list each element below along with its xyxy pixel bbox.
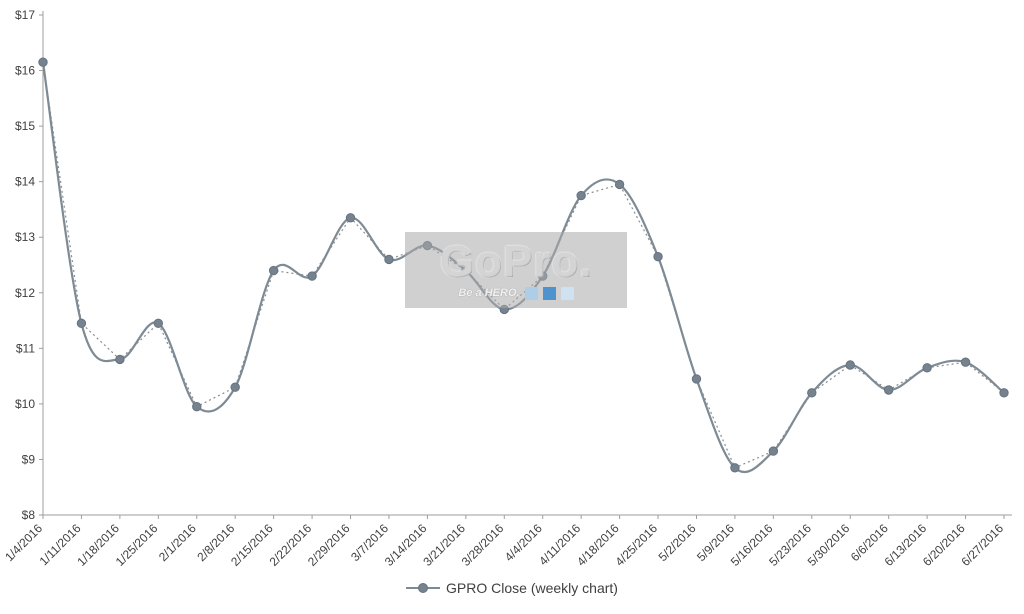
data-point-marker — [115, 354, 125, 365]
data-point-marker — [691, 374, 702, 384]
y-axis-label: $10 — [15, 397, 35, 411]
y-axis-label: $17 — [15, 8, 35, 22]
data-point-marker — [845, 360, 855, 370]
data-point-marker — [960, 357, 971, 367]
x-axis-label: 5/30/2016 — [805, 521, 853, 569]
data-point-marker — [230, 382, 240, 392]
series-line-smooth — [41, 61, 1006, 474]
data-point-marker — [422, 240, 433, 251]
data-point-marker — [38, 57, 48, 67]
y-axis-label: $14 — [15, 175, 35, 189]
data-point-marker — [384, 254, 394, 265]
data-point-marker — [807, 388, 817, 398]
x-axis-label: 2/29/2016 — [305, 521, 353, 569]
data-point-marker — [153, 318, 164, 329]
chart-legend: GPRO Close (weekly chart) — [0, 580, 1024, 596]
x-axis-label: 6/27/2016 — [958, 521, 1006, 569]
data-point-marker — [883, 385, 894, 395]
y-axis-label: $13 — [15, 230, 35, 244]
x-axis-label: 1/25/2016 — [113, 521, 161, 569]
y-axis-label: $12 — [15, 286, 35, 300]
y-axis-label: $9 — [22, 452, 36, 466]
data-point-marker — [345, 213, 356, 223]
data-point-marker — [76, 318, 87, 329]
y-axis-label: $11 — [16, 341, 35, 355]
data-point-marker — [768, 446, 779, 456]
data-point-marker — [461, 265, 471, 276]
x-axis-label: 2/1/2016 — [156, 521, 199, 564]
y-axis-label: $15 — [15, 119, 35, 133]
x-axis-label: 5/2/2016 — [656, 521, 699, 564]
legend-series-label: GPRO Close (weekly chart) — [446, 580, 618, 596]
data-point-marker — [576, 190, 586, 201]
x-axis-label: 3/28/2016 — [459, 521, 507, 569]
data-point-marker — [653, 251, 663, 262]
data-point-marker — [922, 363, 932, 373]
x-axis-label: 4/25/2016 — [613, 521, 661, 569]
data-point-marker — [192, 401, 202, 412]
data-point-marker — [268, 265, 279, 276]
data-point-marker — [538, 271, 548, 281]
data-point-marker — [499, 304, 509, 315]
data-point-marker — [730, 463, 740, 473]
data-point-marker — [614, 179, 625, 190]
data-point-marker — [999, 388, 1009, 398]
data-point-marker — [307, 271, 317, 281]
y-axis-label: $16 — [15, 64, 35, 78]
series-line-dotted — [42, 62, 1005, 469]
y-axis-label: $8 — [22, 508, 36, 522]
legend-series-marker-icon — [406, 583, 441, 593]
